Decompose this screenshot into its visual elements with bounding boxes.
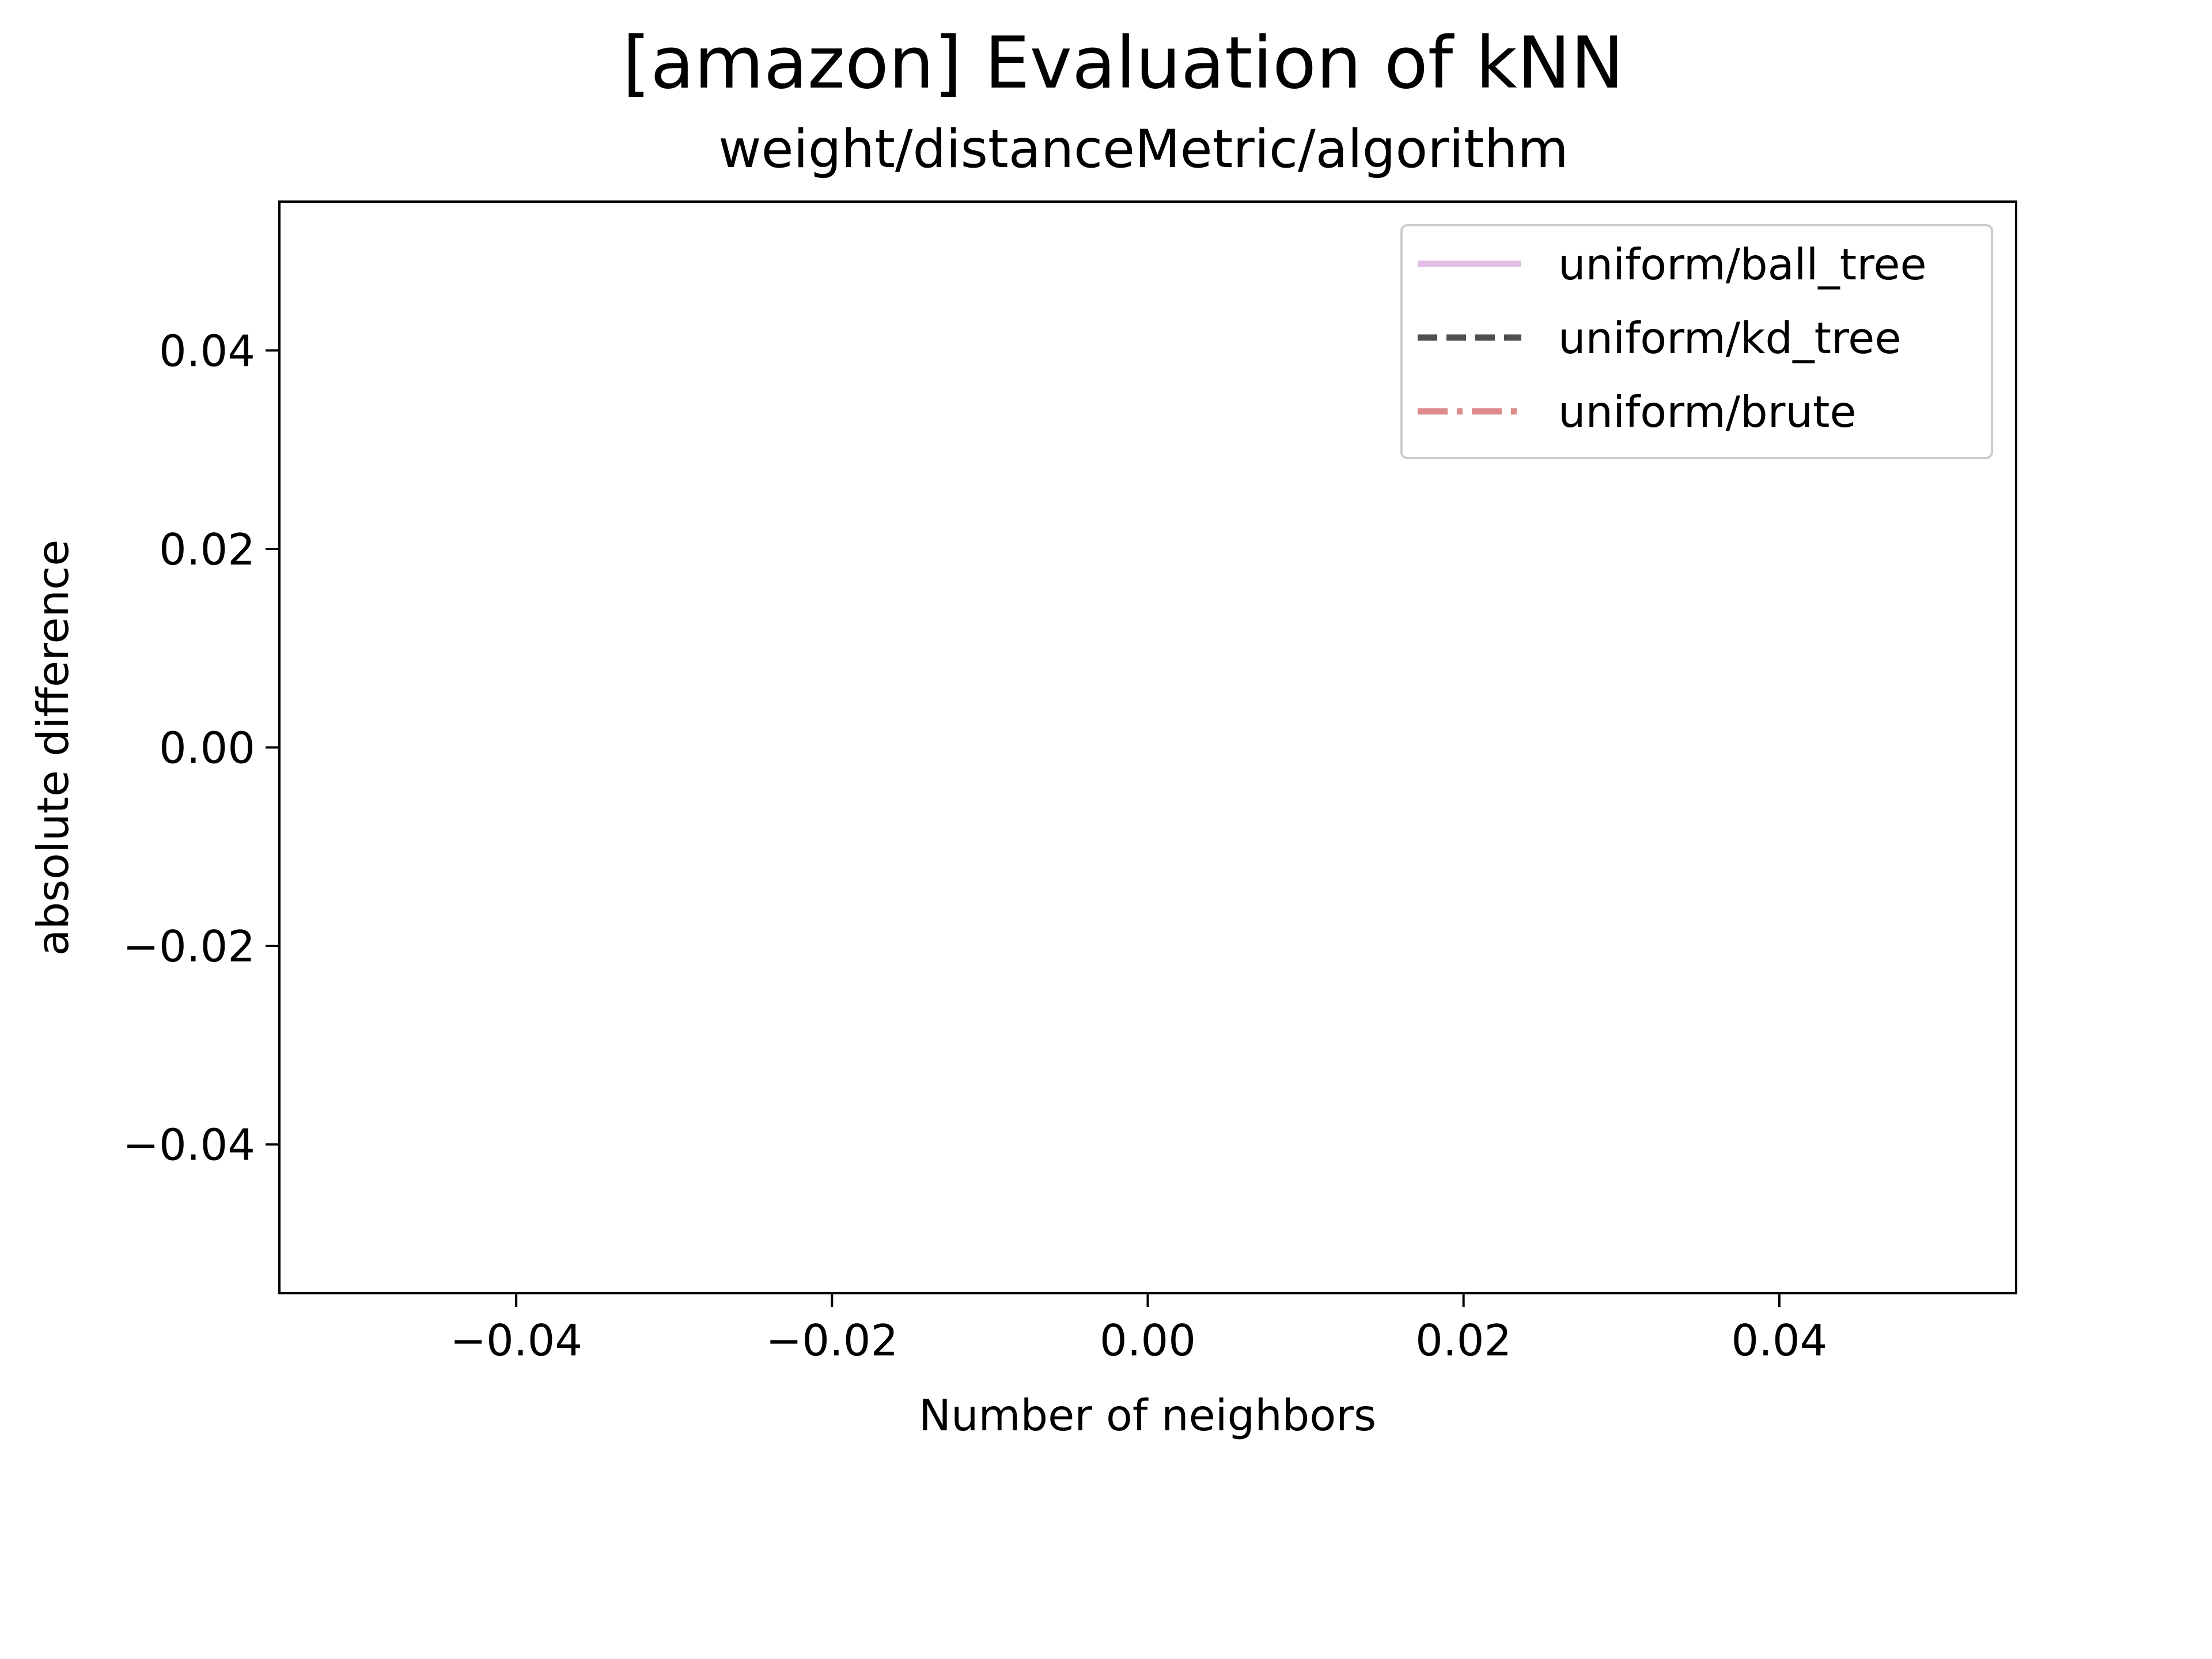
x-tick-label: −0.04 xyxy=(450,1315,582,1366)
y-tick-label: −0.02 xyxy=(123,921,255,972)
y-tick-label: −0.04 xyxy=(123,1120,255,1171)
chart-subtitle: weight/distanceMetric/algorithm xyxy=(718,119,1569,180)
x-tick-label: 0.02 xyxy=(1415,1315,1512,1366)
x-tick-label: −0.02 xyxy=(766,1315,898,1366)
legend-label: uniform/kd_tree xyxy=(1558,313,1901,363)
legend-entries: uniform/ball_tree uniform/kd_tree uniform/… xyxy=(1418,239,1927,437)
x-tick-label: 0.00 xyxy=(1100,1315,1196,1366)
x-axis: −0.04 −0.02 0.00 0.02 0.04 xyxy=(450,1293,1827,1366)
chart-title: [amazon] Evaluation of kNN xyxy=(623,22,1624,105)
y-tick-label: 0.04 xyxy=(159,325,255,376)
x-axis-label: Number of neighbors xyxy=(919,1390,1376,1441)
y-tick-label: 0.00 xyxy=(159,723,255,774)
y-axis: 0.04 0.02 0.00 −0.02 −0.04 xyxy=(123,325,279,1171)
y-tick-label: 0.02 xyxy=(159,524,255,575)
legend-label: uniform/brute xyxy=(1558,387,1857,437)
legend-label: uniform/ball_tree xyxy=(1558,239,1927,290)
legend: uniform/ball_tree uniform/kd_tree uniform/… xyxy=(1400,224,1993,459)
legend-frame xyxy=(1400,224,1993,459)
y-axis-label: absolute difference xyxy=(28,540,78,956)
x-tick-label: 0.04 xyxy=(1731,1315,1827,1366)
